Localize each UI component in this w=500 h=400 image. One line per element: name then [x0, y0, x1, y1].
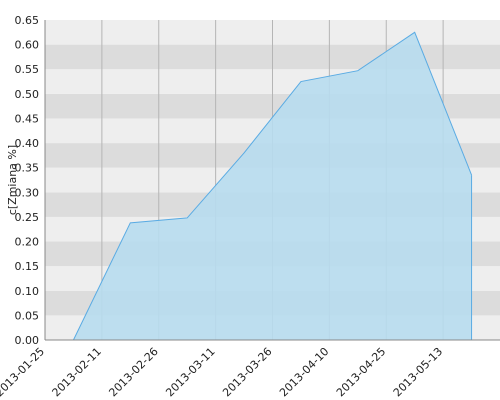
y-tick-label: 0.45 — [15, 112, 40, 125]
x-tick-label: 2013-02-11 — [50, 345, 104, 399]
y-tick-label: 0.00 — [15, 334, 40, 347]
y-tick-label: 0.15 — [15, 260, 40, 273]
x-tick-label: 2013-01-25 — [0, 345, 47, 399]
y-tick-label: 0.35 — [15, 162, 40, 175]
x-tick-label: 2013-03-26 — [220, 345, 274, 399]
x-tick-label: 2013-04-10 — [277, 345, 331, 399]
y-tick-label: 0.30 — [15, 186, 40, 199]
y-tick-label: 0.65 — [15, 14, 40, 27]
x-tick-label: 2013-05-13 — [391, 345, 445, 399]
area-line — [72, 31, 473, 341]
x-tick-label: 2013-03-11 — [163, 345, 217, 399]
x-tick-label: 2013-04-25 — [334, 345, 388, 399]
x-tick-label: 2013-02-26 — [106, 345, 160, 399]
y-axis-label: c[Zmiana %] — [6, 145, 19, 215]
y-tick-label: 0.60 — [15, 39, 40, 52]
y-tick-label: 0.20 — [15, 236, 40, 249]
y-tick-label: 0.10 — [15, 285, 40, 298]
y-tick-label: 0.55 — [15, 63, 40, 76]
y-tick-label: 0.25 — [15, 211, 40, 224]
y-tick-label: 0.40 — [15, 137, 40, 150]
area — [73, 32, 472, 341]
y-tick-label: 0.50 — [15, 88, 40, 101]
y-tick-label: 0.05 — [15, 309, 40, 322]
